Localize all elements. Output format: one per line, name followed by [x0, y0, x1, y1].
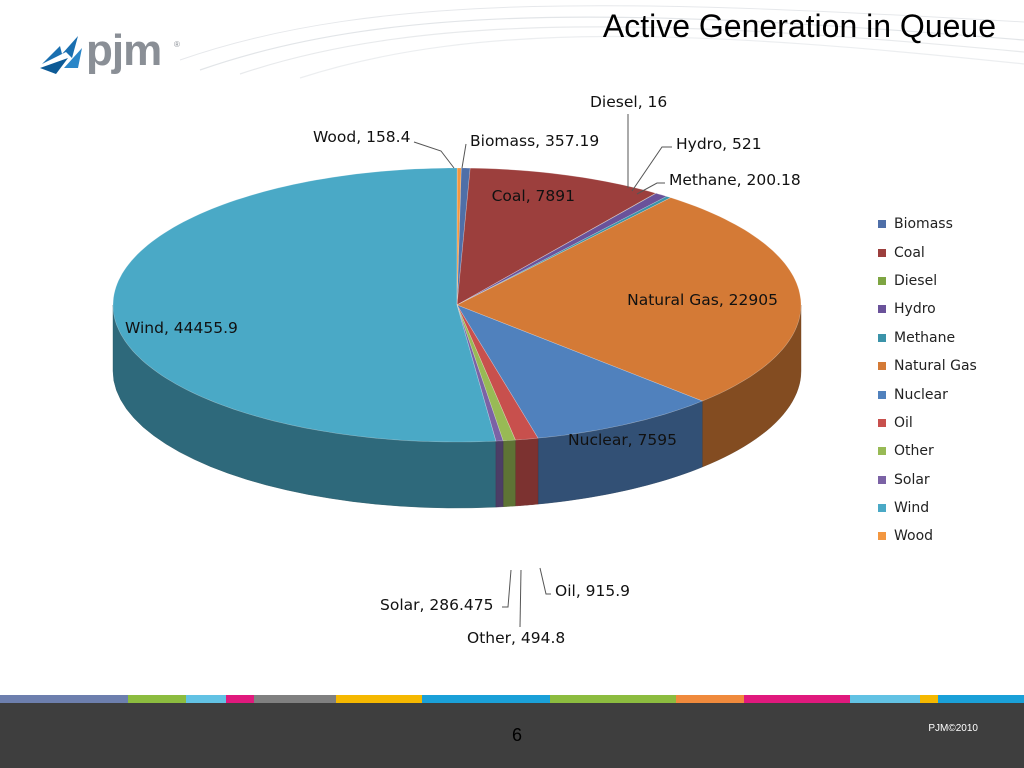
- data-label-other: Other, 494.8: [467, 629, 565, 647]
- data-label-oil: Oil, 915.9: [555, 582, 630, 600]
- legend-item-coal: Coal: [878, 238, 977, 266]
- footer-band-segment: [186, 695, 226, 703]
- data-label-diesel: Diesel, 16: [590, 93, 667, 111]
- leader-line-hydro: [631, 146, 672, 192]
- legend-item-nuclear: Nuclear: [878, 380, 977, 408]
- footer-band-segment: [850, 695, 920, 703]
- legend-label: Oil: [894, 414, 913, 431]
- chart-legend: Biomass Coal Diesel Hydro Methane Natural Gas…: [878, 210, 977, 551]
- pie-side-solar: [495, 440, 504, 508]
- legend-swatch: [878, 418, 886, 427]
- legend-item-methane: Methane: [878, 324, 977, 352]
- data-label-methane: Methane, 200.18: [669, 171, 801, 189]
- data-label-hydro: Hydro, 521: [676, 135, 762, 153]
- pie-slice-wood: [456, 167, 462, 306]
- footer-color-band: [0, 695, 1024, 703]
- legend-item-wind: Wind: [878, 494, 977, 522]
- footer-band-segment: [744, 695, 850, 703]
- pjm-logo-icon: [40, 36, 82, 74]
- legend-swatch: [878, 276, 886, 285]
- footer-band-segment: [422, 695, 550, 703]
- footer-band-segment: [0, 695, 128, 703]
- footer-band-segment: [550, 695, 676, 703]
- leader-line-wood: [413, 141, 455, 169]
- logo-text: pjm: [86, 26, 162, 75]
- legend-label: Natural Gas: [894, 358, 977, 375]
- legend-label: Hydro: [894, 301, 936, 318]
- legend-item-solar: Solar: [878, 466, 977, 494]
- legend-label: Solar: [894, 471, 930, 488]
- legend-swatch: [878, 475, 886, 484]
- footer-band-segment: [938, 695, 1024, 703]
- footer-band-segment: [254, 695, 336, 703]
- legend-label: Diesel: [894, 272, 938, 289]
- pie-slice-nuclear: [456, 304, 704, 439]
- data-label-wind: Wind, 44455.9: [125, 319, 238, 337]
- data-label-solar: Solar, 286.475: [380, 596, 493, 614]
- legend-label: Wind: [894, 500, 930, 517]
- copyright-text: PJM©2010: [928, 723, 978, 734]
- pie-side-oil: [515, 437, 539, 507]
- pie-chart: Biomass, 357.19 Coal, 7891 Diesel, 16 Hydro…: [112, 93, 802, 647]
- pie-slice-coal: [456, 167, 657, 306]
- data-label-wood: Wood, 158.4: [313, 128, 410, 146]
- legend-swatch: [878, 504, 886, 513]
- data-label-biomass: Biomass, 357.19: [470, 132, 599, 150]
- legend-swatch: [878, 248, 886, 257]
- legend-label: Other: [894, 443, 934, 460]
- footer-band-segment: [226, 695, 254, 703]
- leader-line-biomass: [461, 143, 467, 169]
- data-label-coal: Coal, 7891: [492, 187, 575, 205]
- legend-swatch: [878, 447, 886, 456]
- footer-band-segment: [336, 695, 422, 703]
- legend-item-other: Other: [878, 437, 977, 465]
- pie-slice-wind: [112, 167, 497, 443]
- footer-band-segment: [920, 695, 938, 703]
- legend-item-oil: Oil: [878, 409, 977, 437]
- slide-title: Active Generation in Queue: [602, 8, 996, 44]
- legend-swatch: [878, 305, 886, 314]
- legend-item-natural-gas: Natural Gas: [878, 352, 977, 380]
- legend-item-hydro: Hydro: [878, 295, 977, 323]
- pie-slice-natural-gas: [456, 197, 802, 402]
- legend-label: Wood: [894, 528, 934, 545]
- leader-line-methane: [636, 182, 665, 195]
- data-label-natural-gas: Natural Gas, 22905: [627, 291, 778, 309]
- footer-band-segment: [676, 695, 744, 703]
- leader-line-other: [519, 569, 522, 628]
- logo-trademark: ®: [174, 40, 180, 49]
- legend-swatch: [878, 362, 886, 371]
- legend-swatch: [878, 333, 886, 342]
- leader-line-solar: [502, 569, 512, 608]
- footer-bar: 6 PJM©2010: [0, 703, 1024, 768]
- legend-label: Biomass: [894, 216, 953, 233]
- legend-item-diesel: Diesel: [878, 267, 977, 295]
- legend-swatch: [878, 220, 886, 229]
- footer-band-segment: [128, 695, 186, 703]
- pie-side-other: [502, 439, 516, 508]
- header-swoosh-decoration: [179, 5, 1024, 79]
- leader-line-oil: [539, 567, 551, 595]
- data-label-nuclear: Nuclear, 7595: [568, 431, 677, 449]
- legend-label: Coal: [894, 244, 925, 261]
- legend-label: Nuclear: [894, 386, 948, 403]
- legend-swatch: [878, 532, 886, 541]
- legend-item-wood: Wood: [878, 522, 977, 550]
- legend-item-biomass: Biomass: [878, 210, 977, 238]
- legend-swatch: [878, 390, 886, 399]
- page-number: 6: [512, 725, 523, 745]
- legend-label: Methane: [894, 329, 956, 346]
